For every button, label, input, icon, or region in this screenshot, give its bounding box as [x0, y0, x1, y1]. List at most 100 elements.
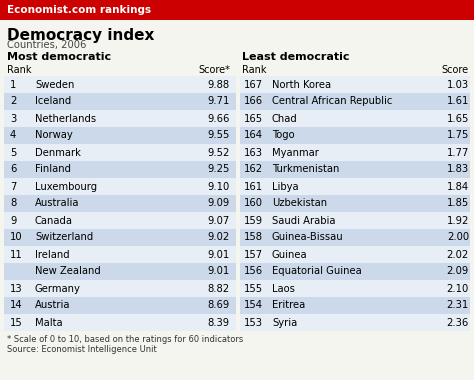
- Text: Netherlands: Netherlands: [35, 114, 96, 124]
- Text: Rank: Rank: [7, 65, 31, 75]
- Text: 9.09: 9.09: [208, 198, 230, 209]
- Bar: [4, 246, 236, 263]
- Bar: [4, 229, 236, 246]
- Text: 161: 161: [244, 182, 263, 192]
- Text: Iceland: Iceland: [35, 97, 71, 106]
- Bar: [240, 178, 470, 195]
- Text: Most democratic: Most democratic: [7, 52, 111, 62]
- Text: Economist.com rankings: Economist.com rankings: [7, 5, 151, 15]
- Text: 1.65: 1.65: [447, 114, 469, 124]
- Text: 2.31: 2.31: [447, 301, 469, 310]
- Text: Source: Economist Intelligence Unit: Source: Economist Intelligence Unit: [7, 345, 157, 354]
- Text: North Korea: North Korea: [272, 79, 331, 90]
- Text: 9.01: 9.01: [208, 250, 230, 260]
- Text: 8: 8: [10, 198, 16, 209]
- Text: Rank: Rank: [242, 65, 266, 75]
- Text: New Zealand: New Zealand: [35, 266, 101, 277]
- Text: 9.10: 9.10: [208, 182, 230, 192]
- Text: Luxembourg: Luxembourg: [35, 182, 97, 192]
- Text: 162: 162: [244, 165, 263, 174]
- Text: Myanmar: Myanmar: [272, 147, 319, 157]
- Bar: [240, 76, 470, 93]
- Text: Turkmenistan: Turkmenistan: [272, 165, 339, 174]
- Bar: [4, 297, 236, 314]
- Text: 153: 153: [244, 318, 263, 328]
- Text: Equatorial Guinea: Equatorial Guinea: [272, 266, 362, 277]
- Bar: [240, 127, 470, 144]
- Text: 159: 159: [244, 215, 263, 225]
- Text: 156: 156: [244, 266, 263, 277]
- Text: 9.52: 9.52: [208, 147, 230, 157]
- Bar: [4, 195, 236, 212]
- Text: 166: 166: [244, 97, 263, 106]
- Text: 9.71: 9.71: [208, 97, 230, 106]
- Text: 5: 5: [10, 147, 17, 157]
- Bar: [4, 93, 236, 110]
- Text: 9.66: 9.66: [208, 114, 230, 124]
- Bar: [4, 161, 236, 178]
- Text: Austria: Austria: [35, 301, 71, 310]
- Text: 8.82: 8.82: [208, 283, 230, 293]
- Text: Denmark: Denmark: [35, 147, 81, 157]
- Bar: [0, 0, 474, 20]
- Text: Score: Score: [442, 65, 469, 75]
- Text: 6: 6: [10, 165, 17, 174]
- Text: Democracy index: Democracy index: [7, 28, 155, 43]
- Bar: [4, 178, 236, 195]
- Text: 9.25: 9.25: [208, 165, 230, 174]
- Text: Guinea: Guinea: [272, 250, 308, 260]
- Text: 157: 157: [244, 250, 263, 260]
- Text: 9.01: 9.01: [208, 266, 230, 277]
- Text: 167: 167: [244, 79, 263, 90]
- Text: Sweden: Sweden: [35, 79, 74, 90]
- Bar: [240, 110, 470, 127]
- Text: 10: 10: [10, 233, 23, 242]
- Text: Germany: Germany: [35, 283, 81, 293]
- Text: 1.83: 1.83: [447, 165, 469, 174]
- Text: 154: 154: [244, 301, 263, 310]
- Bar: [4, 263, 236, 280]
- Text: Central African Republic: Central African Republic: [272, 97, 392, 106]
- Text: 1.85: 1.85: [447, 198, 469, 209]
- Text: 2.36: 2.36: [447, 318, 469, 328]
- Bar: [4, 127, 236, 144]
- Text: Canada: Canada: [35, 215, 73, 225]
- Text: Score*: Score*: [198, 65, 230, 75]
- Text: 1.77: 1.77: [447, 147, 469, 157]
- Text: 9.07: 9.07: [208, 215, 230, 225]
- Text: 1.61: 1.61: [447, 97, 469, 106]
- Text: Laos: Laos: [272, 283, 295, 293]
- Text: 2: 2: [10, 97, 17, 106]
- Text: Syria: Syria: [272, 318, 297, 328]
- Bar: [240, 314, 470, 331]
- Text: 1.03: 1.03: [447, 79, 469, 90]
- Bar: [240, 297, 470, 314]
- Text: 9.02: 9.02: [208, 233, 230, 242]
- Text: Countries, 2006: Countries, 2006: [7, 40, 86, 50]
- Text: 8.69: 8.69: [208, 301, 230, 310]
- Text: 4: 4: [10, 130, 16, 141]
- Text: Least democratic: Least democratic: [242, 52, 349, 62]
- Bar: [4, 280, 236, 297]
- Text: Finland: Finland: [35, 165, 71, 174]
- Bar: [240, 212, 470, 229]
- Text: 9: 9: [10, 215, 17, 225]
- Text: 155: 155: [244, 283, 263, 293]
- Text: Eritrea: Eritrea: [272, 301, 305, 310]
- Text: Saudi Arabia: Saudi Arabia: [272, 215, 336, 225]
- Bar: [4, 110, 236, 127]
- Bar: [4, 314, 236, 331]
- Text: 15: 15: [10, 318, 23, 328]
- Text: Norway: Norway: [35, 130, 73, 141]
- Text: 13: 13: [10, 283, 23, 293]
- Text: 158: 158: [244, 233, 263, 242]
- Text: * Scale of 0 to 10, based on the ratings for 60 indicators: * Scale of 0 to 10, based on the ratings…: [7, 335, 243, 344]
- Bar: [240, 263, 470, 280]
- Text: 1.84: 1.84: [447, 182, 469, 192]
- Text: 8.39: 8.39: [208, 318, 230, 328]
- Bar: [4, 76, 236, 93]
- Text: 9.88: 9.88: [208, 79, 230, 90]
- Bar: [240, 195, 470, 212]
- Text: Switzerland: Switzerland: [35, 233, 93, 242]
- Bar: [240, 229, 470, 246]
